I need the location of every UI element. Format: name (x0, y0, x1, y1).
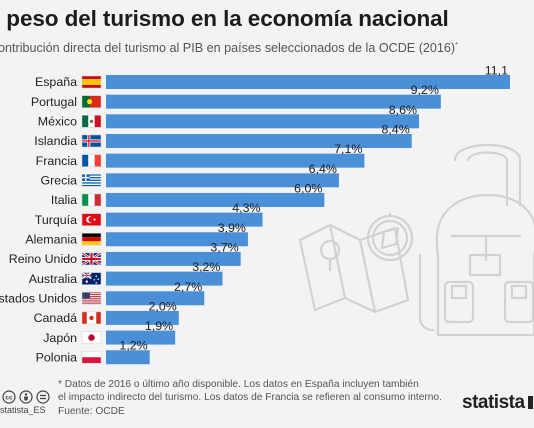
value-label: 2,0% (149, 299, 177, 313)
category-label: Australia (29, 272, 77, 286)
equals-icon (36, 390, 50, 404)
flag-turkey-icon (81, 213, 102, 226)
chart-subtitle: ontribución directa del turismo al PIB e… (0, 41, 458, 55)
statista-logo[interactable]: statista (462, 392, 533, 414)
flag-australia-icon (81, 272, 102, 285)
category-label: Italia (51, 193, 77, 207)
bar (106, 114, 420, 129)
value-label: 2,7% (174, 280, 202, 294)
footnote-line-2: el impacto indirecto del turismo. Los da… (58, 392, 442, 403)
flag-poland-icon (81, 350, 102, 364)
bar (106, 173, 339, 188)
category-label: Japón (43, 331, 77, 345)
value-label: 1,2% (119, 339, 147, 353)
bar (106, 310, 179, 325)
brand-mark (527, 396, 533, 409)
bar (106, 212, 263, 227)
category-label: España (35, 75, 77, 89)
value-label: 6,0% (294, 181, 322, 195)
brand-text: statista (462, 392, 525, 413)
footnote-line-1: * Datos de 2016 o último año disponible.… (58, 379, 419, 390)
license-icons[interactable]: cc (2, 390, 56, 404)
bar (106, 232, 248, 247)
footnote: * Datos de 2016 o último año disponible.… (58, 378, 528, 404)
backpack-icon (418, 144, 534, 337)
value-label: 6,4% (309, 162, 337, 176)
value-label: 3,9% (218, 221, 246, 235)
value-label: 9,2% (411, 83, 439, 97)
category-label: Canadá (34, 311, 78, 325)
flag-france-icon (81, 154, 102, 167)
bar (106, 350, 150, 365)
bar (106, 133, 412, 148)
flag-portugal-icon (81, 95, 102, 108)
compass-icon (366, 212, 414, 262)
bar (106, 192, 325, 207)
subtitle-text: ontribución directa del turismo al PIB e… (0, 41, 456, 55)
value-label: 3,7% (210, 240, 238, 254)
flag-greece-icon (81, 174, 102, 187)
bar (106, 94, 441, 109)
flag-mexico-icon (81, 115, 102, 128)
bar (106, 75, 510, 89)
category-label: Alemania (25, 232, 77, 246)
flag-iceland-icon (81, 134, 102, 148)
source-text: Fuente: OCDE (58, 406, 125, 417)
map-icon (298, 223, 410, 314)
category-label: Islandia (34, 134, 77, 148)
flag-canada-icon (81, 311, 102, 325)
category-label: Polonia (36, 350, 77, 364)
flag-spain-icon (81, 75, 102, 89)
value-label: 7,1% (334, 142, 362, 156)
value-label: 8,6% (389, 103, 417, 117)
category-label: Turquía (35, 213, 77, 227)
value-label: 4,3% (232, 201, 260, 215)
value-label: 3,2% (192, 260, 220, 274)
category-label: México (38, 115, 77, 129)
flag-italy-icon (81, 193, 102, 207)
cc-icon (2, 390, 16, 404)
subtitle-mark: * (455, 41, 458, 49)
value-label: 11,1 (485, 64, 508, 78)
chart-title: l peso del turismo en la economía nacion… (0, 6, 449, 31)
category-label: Portugal (31, 95, 77, 109)
flag-germany-icon (81, 233, 102, 246)
bar (106, 251, 241, 266)
flag-uk-icon (81, 251, 102, 266)
social-handle[interactable]: statista_ES (0, 405, 46, 415)
category-label: Reino Unido (9, 252, 77, 266)
svg-text:cc: cc (5, 395, 13, 402)
category-label: Grecia (41, 174, 78, 188)
bar (106, 271, 223, 286)
flag-usa-icon (81, 292, 102, 305)
value-label: 8,4% (381, 122, 409, 136)
bar (106, 330, 176, 345)
category-label: stados Unidos (0, 291, 77, 305)
flag-japan-icon (81, 331, 102, 344)
by-icon (19, 390, 33, 404)
bar (106, 291, 205, 306)
bar (106, 153, 365, 168)
value-label: 1,9% (145, 319, 173, 333)
category-label: Francia (36, 154, 77, 168)
